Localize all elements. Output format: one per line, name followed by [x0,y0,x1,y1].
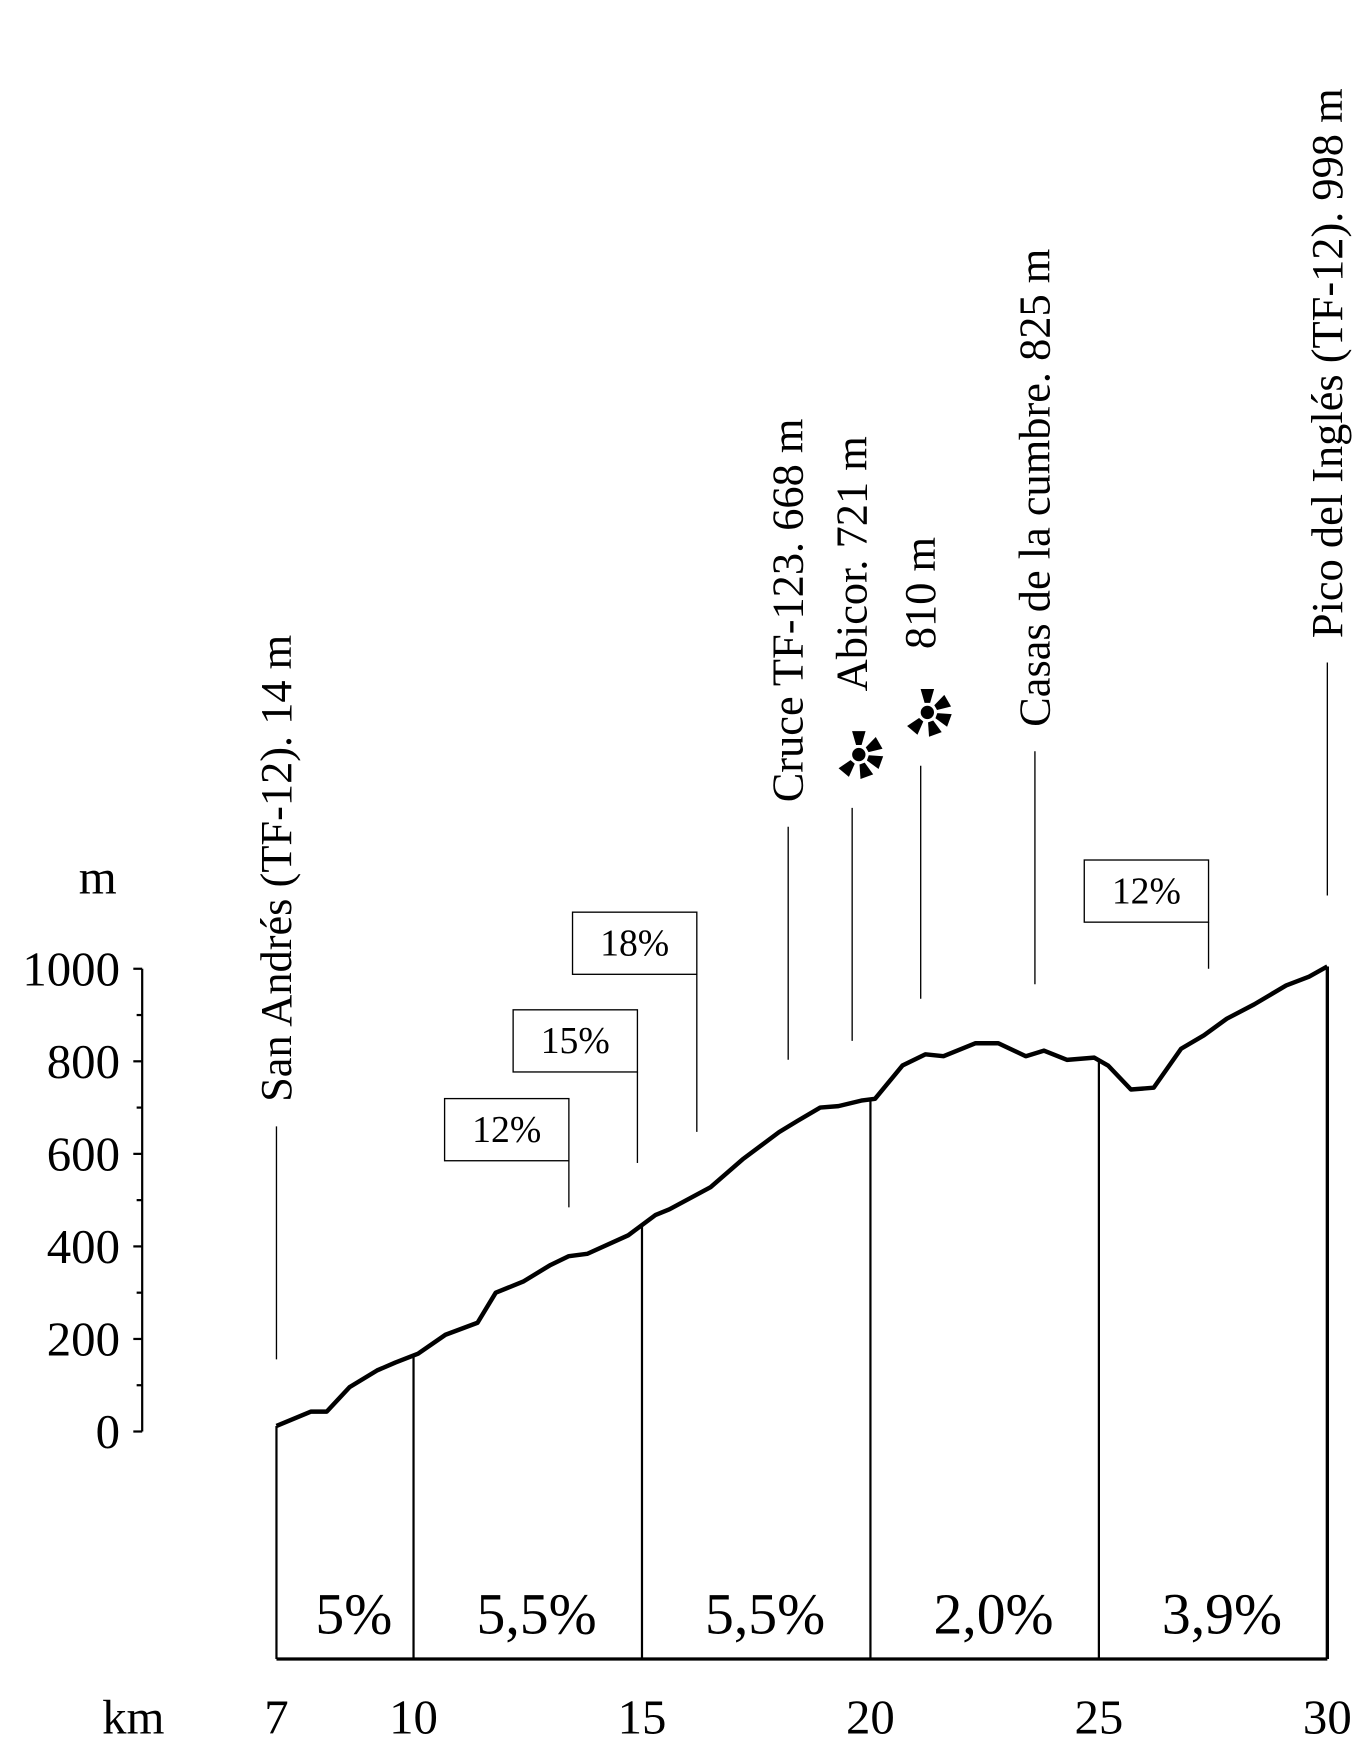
windmill-blade [838,760,855,777]
windmill-blade [865,737,883,753]
y-tick-label: 0 [96,1404,120,1459]
y-tick-label: 1000 [22,941,120,996]
place-label: Casas de la cumbre. 825 m [1009,249,1059,727]
place-label: Abicor. 721 m [827,436,877,691]
grade-label: 12% [472,1109,541,1151]
place-label: Pico del Inglés (TF-12). 998 m [1302,88,1352,638]
place-label: Cruce TF-123. 668 m [763,419,813,803]
grade-box [512,1009,639,1073]
grade-label: 12% [1112,870,1181,912]
x-tick-label: 15 [618,1689,667,1740]
windmill-blade [934,694,952,711]
x-axis-label: km [102,1689,164,1740]
x-tick-label: 25 [1074,1689,1123,1740]
segment-grade: 5,5% [477,1583,597,1646]
windmill-blade [859,762,874,779]
x-tick-label: 30 [1303,1689,1352,1740]
elevation-profile [275,964,1329,1429]
segment-grade: 3,9% [1162,1583,1282,1646]
windmill-icon [907,688,952,737]
y-tick-label: 800 [47,1034,120,1089]
segment-grade: 5% [315,1583,392,1646]
windmill-blade [852,731,866,745]
grade-box [443,1097,570,1162]
windmill-hub [920,705,935,720]
windmill-hub [852,747,866,762]
grade-label: 15% [541,1020,610,1062]
segment-grade: 5,5% [705,1583,825,1646]
place-label: San Andrés (TF-12). 14 m [251,635,301,1102]
grade-box [571,911,698,975]
y-tick-label: 200 [47,1312,120,1367]
grade-box [1083,859,1210,923]
windmill-blade [928,720,942,737]
y-tick-label: 600 [47,1127,120,1182]
windmill-blade [907,718,924,735]
windmill-blade [935,713,952,727]
windmill-blade [920,688,935,703]
x-tick-label: 10 [389,1689,438,1740]
grade-label: 18% [600,922,669,964]
x-tick-label: 7 [264,1689,288,1740]
windmill-blade [866,755,884,769]
windmill-icon [838,731,884,779]
place-label: 810 m [895,537,945,649]
y-tick-label: 400 [47,1219,120,1274]
y-axis-label: m [79,849,117,904]
segment-grade: 2,0% [933,1583,1053,1646]
x-tick-label: 20 [846,1689,895,1740]
